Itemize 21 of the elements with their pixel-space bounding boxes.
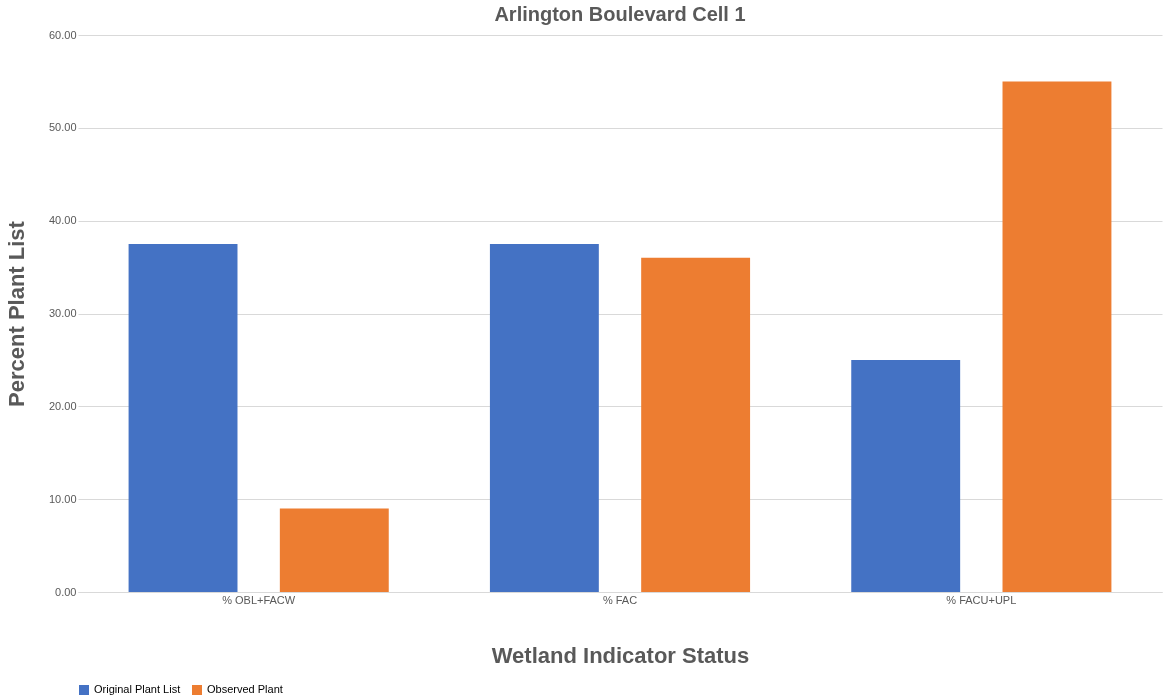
y-axis-title: Percent Plant List (3, 220, 29, 407)
y-tick-label: 30.00 (48, 307, 77, 319)
bar (279, 508, 389, 592)
bar (641, 257, 751, 592)
y-tick-label: 60.00 (48, 28, 77, 41)
legend-label: Original Plant List (94, 683, 181, 695)
y-tick-label: 50.00 (48, 121, 77, 134)
legend-label: Observed Plant (207, 683, 283, 695)
x-axis-title: Wetland Indicator Status (491, 642, 750, 668)
x-tick-label: % OBL+FACW (222, 593, 296, 606)
chart-title: Arlington Boulevard Cell 1 (494, 3, 746, 25)
bar (489, 243, 599, 592)
bar (851, 359, 961, 592)
bar (1002, 81, 1112, 592)
x-tick-label: % FAC (602, 593, 638, 606)
bar (128, 243, 238, 592)
y-tick-label: 10.00 (48, 492, 77, 505)
y-tick-label: 40.00 (48, 214, 77, 227)
y-tick-label: 20.00 (48, 399, 77, 412)
y-tick-label: 0.00 (55, 585, 77, 598)
x-tick-label: % FACU+UPL (946, 593, 1017, 606)
